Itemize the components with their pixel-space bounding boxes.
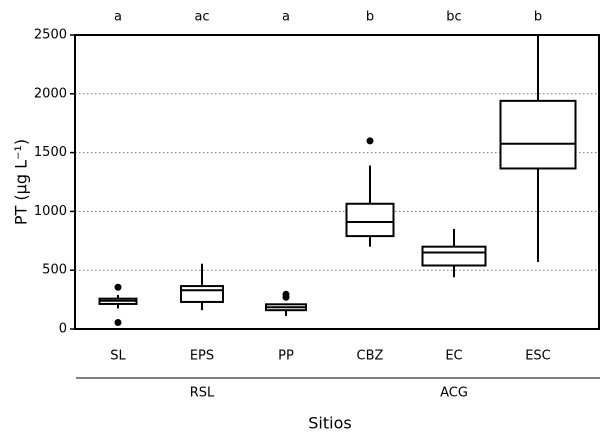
outlier — [114, 283, 122, 291]
significance-letter: bc — [446, 10, 461, 25]
significance-letter: a — [282, 10, 290, 25]
significance-letter: a — [114, 10, 122, 25]
box — [421, 245, 487, 267]
x-tick-label: PP — [278, 349, 294, 364]
y-axis-label: PT (µg L⁻¹) — [12, 139, 31, 225]
box — [180, 285, 224, 303]
significance-letter: ac — [194, 10, 209, 25]
y-tick-label: 500 — [42, 263, 67, 278]
group-label: RSL — [190, 386, 215, 401]
x-tick-label: EPS — [190, 349, 214, 364]
group-label: ACG — [440, 386, 468, 401]
significance-letter: b — [534, 10, 542, 25]
outlier — [366, 137, 374, 145]
y-tick-label: 2500 — [34, 28, 67, 43]
x-axis-label: Sitios — [308, 414, 351, 433]
plot-frame — [74, 34, 600, 330]
box — [345, 202, 395, 238]
box — [499, 99, 577, 170]
x-tick-label: SL — [110, 349, 126, 364]
y-tick-label: 1500 — [34, 145, 67, 160]
y-tick-label: 1000 — [34, 204, 67, 219]
outlier — [282, 293, 290, 301]
outlier — [114, 319, 122, 327]
x-tick-label: ESC — [525, 349, 551, 364]
y-tick-label: 0 — [59, 322, 67, 337]
significance-letter: b — [366, 10, 374, 25]
y-tick-label: 2000 — [34, 86, 67, 101]
x-tick-label: CBZ — [357, 349, 384, 364]
x-tick-label: EC — [445, 349, 462, 364]
